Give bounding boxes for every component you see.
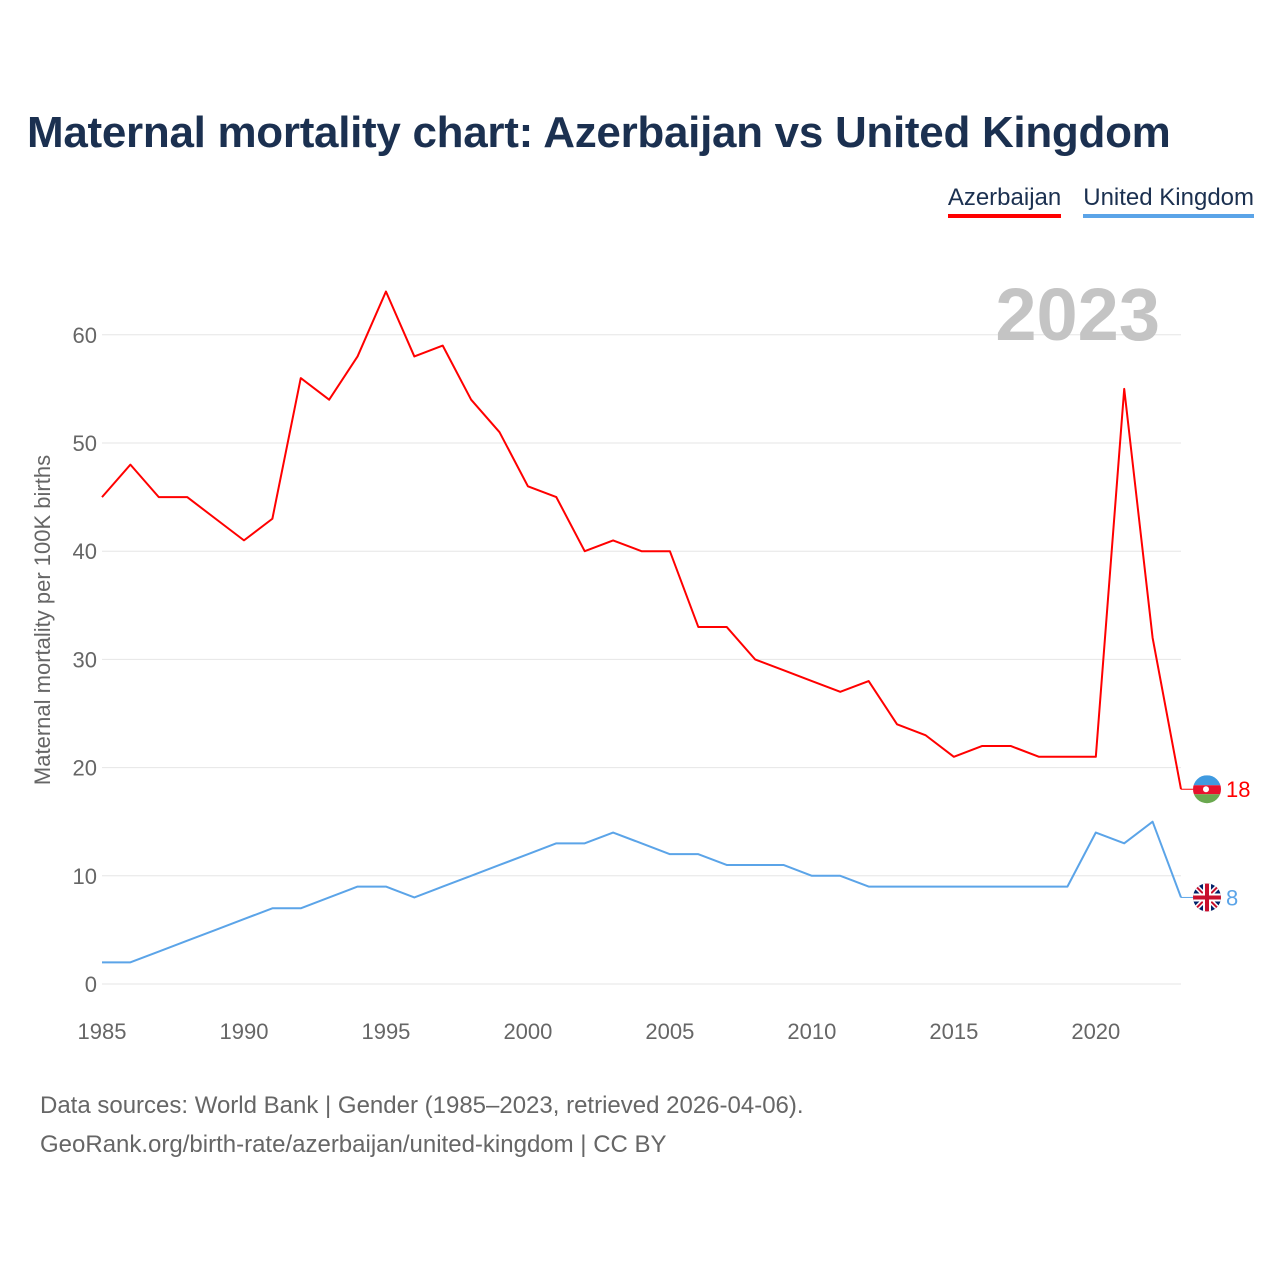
x-tick-label: 1985 bbox=[78, 1019, 127, 1044]
y-tick-label: 60 bbox=[73, 323, 97, 348]
y-axis-label: Maternal mortality per 100K births bbox=[30, 455, 55, 785]
end-value-label: 18 bbox=[1226, 777, 1250, 802]
footer: Data sources: World Bank | Gender (1985–… bbox=[40, 1086, 804, 1164]
year-label: 2023 bbox=[995, 273, 1160, 356]
x-tick-label: 2015 bbox=[929, 1019, 978, 1044]
series-line-azerbaijan bbox=[101, 290, 1182, 790]
legend-item-united-kingdom[interactable]: United Kingdom bbox=[1083, 184, 1254, 218]
legend-item-azerbaijan[interactable]: Azerbaijan bbox=[947, 184, 1062, 218]
legend: Azerbaijan United Kingdom bbox=[947, 184, 1254, 218]
x-tick-label: 1995 bbox=[361, 1019, 410, 1044]
x-tick-label: 2020 bbox=[1071, 1019, 1120, 1044]
y-tick-label: 30 bbox=[73, 647, 97, 672]
source-link[interactable]: GeoRank.org/birth-rate/azerbaijan/united… bbox=[40, 1131, 667, 1158]
y-tick-label: 50 bbox=[73, 431, 97, 456]
chart-title: Maternal mortality chart: Azerbaijan vs … bbox=[27, 108, 1171, 157]
series-line-united-kingdom bbox=[102, 820, 1182, 964]
end-value-label: 8 bbox=[1226, 885, 1238, 910]
x-tick-label: 1990 bbox=[219, 1019, 268, 1044]
y-tick-label: 40 bbox=[73, 539, 97, 564]
x-tick-label: 2005 bbox=[645, 1019, 694, 1044]
y-tick-label: 0 bbox=[85, 972, 97, 997]
y-tick-label: 20 bbox=[73, 756, 97, 781]
x-tick-label: 2010 bbox=[787, 1019, 836, 1044]
y-tick-label: 10 bbox=[73, 864, 97, 889]
data-source: Data sources: World Bank | Gender (1985–… bbox=[40, 1092, 804, 1119]
x-tick-label: 2000 bbox=[503, 1019, 552, 1044]
azerbaijan-flag-icon bbox=[1193, 775, 1221, 804]
uk-flag-icon bbox=[1193, 883, 1221, 912]
